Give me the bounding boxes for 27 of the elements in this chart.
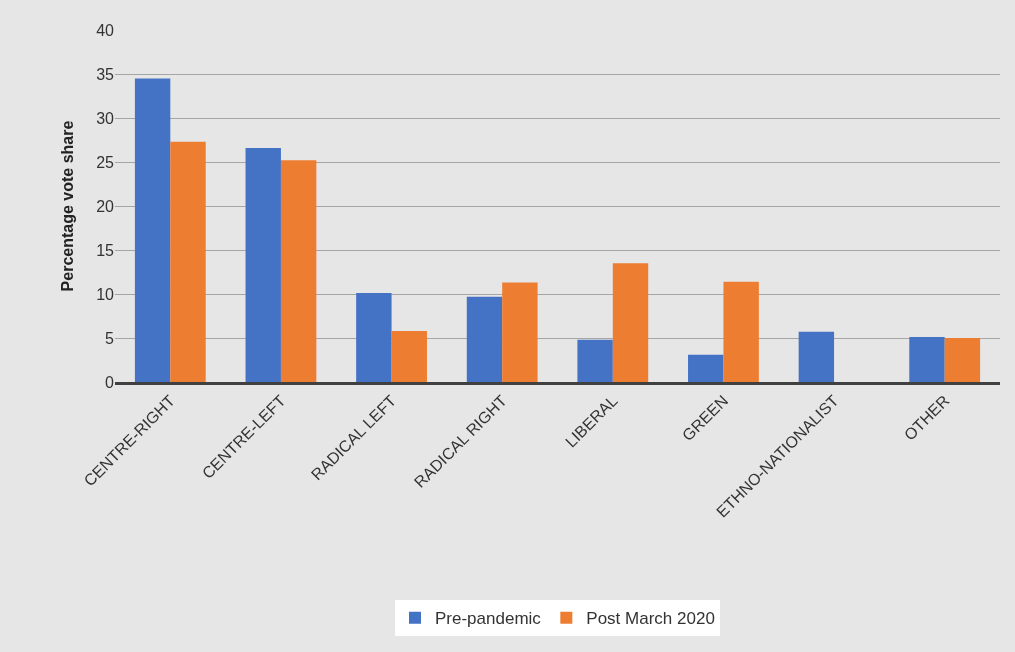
legend-label: Pre-pandemic	[435, 609, 542, 629]
y-tick-label: 15	[96, 241, 115, 259]
bar	[502, 282, 538, 382]
bar	[134, 78, 171, 382]
bar	[944, 338, 981, 382]
bar	[688, 354, 724, 382]
y-tick-label: 0	[105, 373, 115, 391]
y-tick-label: 20	[96, 197, 115, 215]
y-tick-label: 5	[105, 329, 115, 347]
bar	[723, 281, 759, 382]
y-axis-title: Percentage vote share	[59, 120, 76, 292]
bar	[798, 331, 835, 382]
y-tick-label: 30	[96, 109, 115, 127]
bar	[391, 330, 427, 382]
bar	[280, 160, 317, 382]
bar	[356, 293, 392, 382]
y-tick-label: 10	[96, 285, 115, 303]
bar	[170, 141, 206, 382]
y-tick-label: 35	[96, 65, 115, 83]
bar	[466, 296, 503, 382]
legend-label: Post March 2020	[586, 609, 715, 629]
bar	[909, 337, 945, 382]
bar	[245, 147, 281, 382]
y-tick-label: 25	[96, 153, 115, 171]
y-tick-label: 40	[96, 21, 115, 39]
bar	[577, 339, 613, 382]
bar	[612, 263, 649, 382]
